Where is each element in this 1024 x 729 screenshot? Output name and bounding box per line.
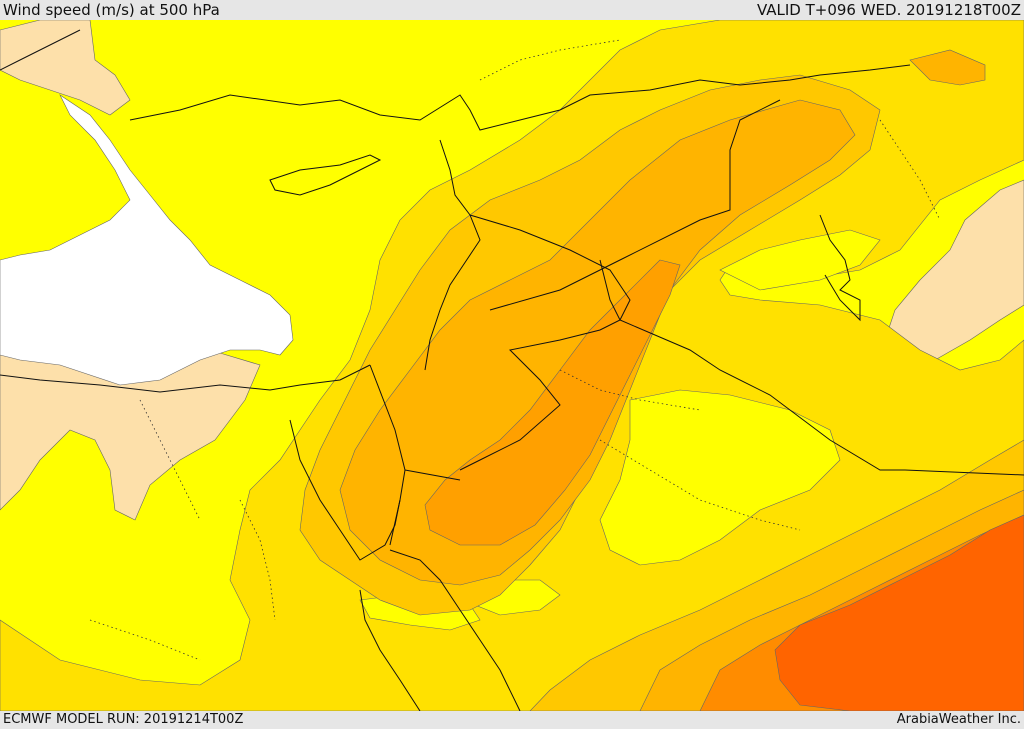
band-15-20-patch-east	[599, 389, 841, 566]
band-45-50-se	[774, 514, 1024, 711]
band-35-40	[424, 259, 681, 546]
wind-speed-map	[0, 20, 1024, 711]
band-15-20-patch-ne	[719, 229, 881, 291]
coastlines	[0, 29, 861, 561]
credit-label: ArabiaWeather Inc.	[896, 712, 1021, 727]
band-10-15-nw	[0, 20, 131, 116]
footer-bar: ECMWF MODEL RUN: 20191214T00Z ArabiaWeat…	[0, 711, 1024, 729]
model-run: ECMWF MODEL RUN: 20191214T00Z	[3, 712, 244, 727]
valid-time: VALID T+096 WED. 20191218T00Z	[756, 1, 1021, 19]
band-30-35-ne	[909, 49, 986, 86]
admin-boundaries	[89, 39, 941, 661]
map-title: Wind speed (m/s) at 500 hPa	[3, 1, 220, 19]
band-lt10	[0, 94, 294, 386]
header-bar: Wind speed (m/s) at 500 hPa VALID T+096 …	[0, 0, 1024, 20]
